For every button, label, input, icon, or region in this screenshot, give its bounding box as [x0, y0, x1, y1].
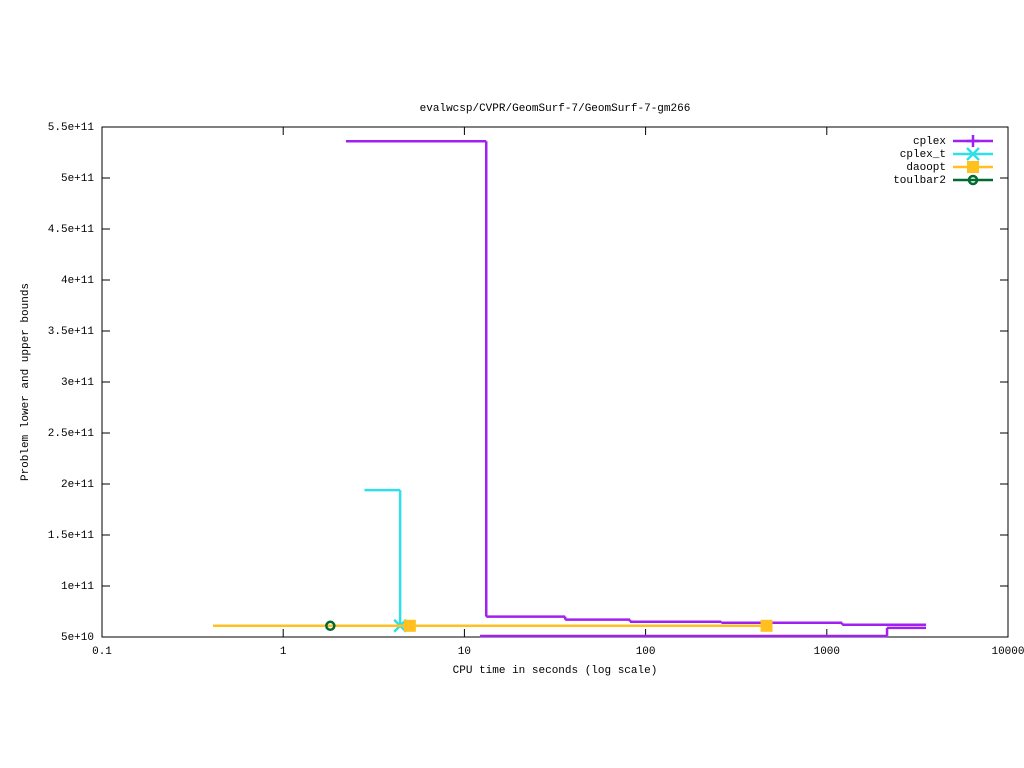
x-tick-label: 0.1: [92, 646, 112, 658]
point-marker: [325, 620, 336, 632]
x-tick-label: 1: [280, 646, 287, 658]
y-tick-label: 5e+11: [61, 173, 94, 185]
legend-label: cplex_t: [900, 149, 946, 161]
marker-shape: [403, 619, 416, 632]
y-tick-label: 2e+11: [61, 479, 94, 491]
marker-shape: [325, 620, 336, 632]
x-axis-label: CPU time in seconds (log scale): [453, 665, 658, 677]
point-marker: [403, 619, 416, 632]
y-tick-label: 4e+11: [61, 275, 94, 287]
chart-title: evalwcsp/CVPR/GeomSurf-7/GeomSurf-7-gm26…: [420, 103, 691, 115]
y-axis-label: Problem lower and upper bounds: [20, 283, 32, 481]
y-tick-label: 4.5e+11: [48, 224, 95, 236]
marker-shape: [967, 174, 979, 186]
marker-shape: [760, 619, 773, 632]
point-marker: [760, 619, 773, 632]
legend-label: cplex: [913, 136, 946, 148]
x-tick-label: 10: [458, 646, 471, 658]
y-tick-label: 1e+11: [61, 581, 94, 593]
legend-label: daoopt: [906, 162, 946, 174]
legend-label: toulbar2: [893, 175, 946, 187]
point-marker: [967, 174, 979, 186]
x-tick-label: 1000: [814, 646, 840, 658]
marker-shape: [967, 135, 979, 147]
y-tick-label: 2.5e+11: [48, 428, 95, 440]
point-marker: [967, 135, 979, 147]
plot-frame: [101, 126, 1009, 638]
y-tick-label: 5e+10: [61, 632, 94, 644]
x-tick-label: 100: [636, 646, 656, 658]
y-tick-label: 1.5e+11: [48, 530, 95, 542]
marker-shape: [967, 161, 979, 173]
y-tick-label: 5.5e+11: [48, 122, 95, 134]
x-tick-label: 10000: [991, 646, 1024, 658]
point-marker: [967, 161, 979, 173]
y-tick-label: 3e+11: [61, 377, 94, 389]
point-marker: [966, 147, 980, 161]
marker-shape: [966, 147, 980, 161]
y-tick-label: 3.5e+11: [48, 326, 95, 338]
